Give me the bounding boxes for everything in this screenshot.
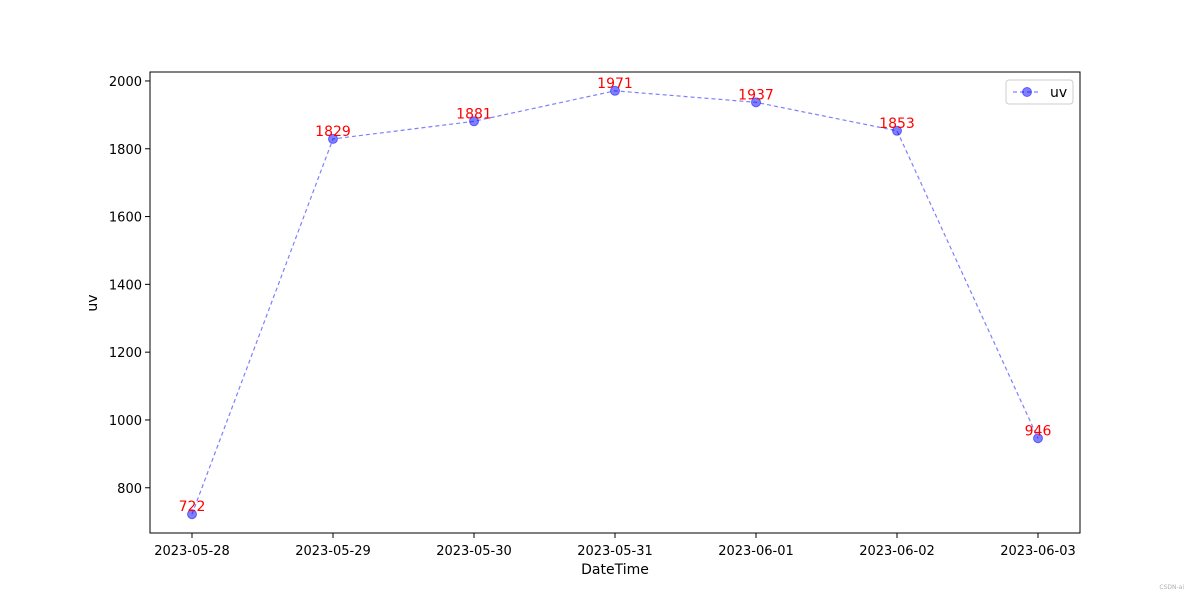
series-layer: [187, 85, 1043, 520]
data-point: [328, 133, 338, 144]
x-tick-label: 2023-05-30: [436, 544, 512, 559]
data-labels-layer: 722 1829 1881 1971 1937 1853 946: [179, 76, 1052, 515]
x-tick-label: 2023-06-01: [718, 544, 794, 559]
data-point: [751, 97, 761, 108]
x-axis: 2023-05-28 2023-05-29 2023-05-30 2023-05-31…: [154, 533, 1076, 559]
data-point: [1033, 433, 1043, 444]
data-label: 1881: [456, 106, 492, 122]
plot-area: [149, 71, 1081, 534]
data-label: 1853: [879, 116, 915, 132]
y-tick-label: 1200: [109, 346, 142, 361]
y-tick-label: 1000: [109, 414, 142, 429]
x-tick-label: 2023-06-02: [859, 544, 935, 559]
legend-marker-sample: [1022, 87, 1032, 97]
x-tick-label: 2023-05-28: [154, 544, 230, 559]
y-tick-label: 2000: [109, 75, 142, 90]
x-tick-label: 2023-05-31: [577, 544, 653, 559]
y-tick-label: 1600: [109, 211, 142, 226]
x-axis-title: DateTime: [581, 562, 649, 578]
y-tick-label: 1800: [109, 143, 142, 158]
watermark-text: CSDN-ai: [1159, 584, 1184, 591]
data-point: [187, 509, 197, 520]
y-axis-title: uv: [85, 294, 101, 311]
data-point: [469, 116, 479, 127]
legend-label: uv: [1050, 85, 1067, 101]
x-tick-label: 2023-06-03: [1000, 544, 1076, 559]
data-label: 946: [1025, 423, 1052, 439]
data-label: 1829: [315, 124, 351, 140]
data-label: 1971: [597, 76, 633, 92]
data-label: 722: [179, 499, 206, 515]
data-point: [610, 85, 620, 96]
y-tick-label: 800: [117, 482, 142, 497]
legend-box: [1005, 79, 1074, 105]
data-label: 1937: [738, 87, 774, 103]
legend: uv: [1005, 79, 1074, 105]
x-tick-label: 2023-05-29: [295, 544, 371, 559]
y-axis: 800 1000 1200 1400 1600 1800 2000: [109, 75, 150, 497]
y-tick-label: 1400: [109, 278, 142, 293]
data-point: [892, 125, 902, 136]
